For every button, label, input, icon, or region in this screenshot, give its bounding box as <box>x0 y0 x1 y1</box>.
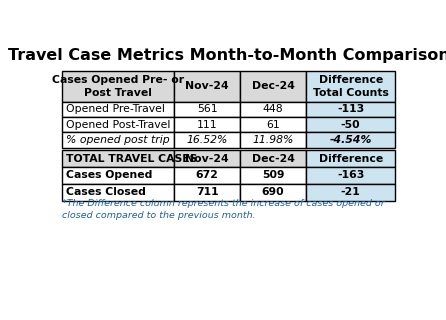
Text: Cases Opened Pre- or
Post Travel: Cases Opened Pre- or Post Travel <box>52 75 184 98</box>
Text: 61: 61 <box>266 120 280 130</box>
Text: Cases Closed: Cases Closed <box>66 188 146 197</box>
Bar <box>174 117 240 132</box>
Bar <box>62 150 174 167</box>
Bar <box>240 167 306 184</box>
Text: Difference
Total Counts: Difference Total Counts <box>313 75 388 98</box>
Bar <box>306 117 395 132</box>
Text: 11.98%: 11.98% <box>252 135 294 145</box>
Text: 690: 690 <box>262 188 285 197</box>
Bar <box>306 150 395 167</box>
Text: TOTAL TRAVEL CASES: TOTAL TRAVEL CASES <box>66 154 197 164</box>
Bar <box>174 132 240 148</box>
Text: Nov-24: Nov-24 <box>186 81 229 91</box>
Bar <box>174 101 240 117</box>
Text: 111: 111 <box>197 120 218 130</box>
Bar <box>306 101 395 117</box>
Text: 448: 448 <box>263 104 284 114</box>
Bar <box>306 71 395 101</box>
Text: Nov-24: Nov-24 <box>186 154 229 164</box>
Bar <box>240 71 306 101</box>
Text: Cases Opened: Cases Opened <box>66 171 152 180</box>
Bar <box>306 184 395 201</box>
Text: Travel Case Metrics Month-to-Month Comparison: Travel Case Metrics Month-to-Month Compa… <box>8 48 446 63</box>
Text: 561: 561 <box>197 104 218 114</box>
Bar <box>62 132 174 148</box>
Bar <box>62 101 174 117</box>
Text: 509: 509 <box>262 171 285 180</box>
Text: -113: -113 <box>337 104 364 114</box>
Bar <box>62 71 174 101</box>
Text: *The Difference column represents the increase of cases opened or
closed compare: *The Difference column represents the in… <box>62 198 384 220</box>
Bar <box>174 150 240 167</box>
Bar <box>306 167 395 184</box>
Text: -50: -50 <box>341 120 360 130</box>
Bar <box>174 184 240 201</box>
Bar <box>62 184 174 201</box>
Text: 672: 672 <box>196 171 219 180</box>
Bar <box>240 117 306 132</box>
Text: Dec-24: Dec-24 <box>252 154 294 164</box>
Bar <box>240 101 306 117</box>
Text: 16.52%: 16.52% <box>186 135 228 145</box>
Text: Dec-24: Dec-24 <box>252 81 294 91</box>
Text: -21: -21 <box>341 188 360 197</box>
Bar <box>62 167 174 184</box>
Text: % opened post trip: % opened post trip <box>66 135 169 145</box>
Text: -163: -163 <box>337 171 364 180</box>
Text: 711: 711 <box>196 188 219 197</box>
Bar <box>240 184 306 201</box>
Text: Difference: Difference <box>318 154 383 164</box>
Bar <box>240 132 306 148</box>
Bar <box>174 167 240 184</box>
Bar <box>306 132 395 148</box>
Bar <box>62 117 174 132</box>
Text: -4.54%: -4.54% <box>330 135 372 145</box>
Text: Opened Pre-Travel: Opened Pre-Travel <box>66 104 165 114</box>
Bar <box>240 150 306 167</box>
Bar <box>174 71 240 101</box>
Text: Opened Post-Travel: Opened Post-Travel <box>66 120 170 130</box>
